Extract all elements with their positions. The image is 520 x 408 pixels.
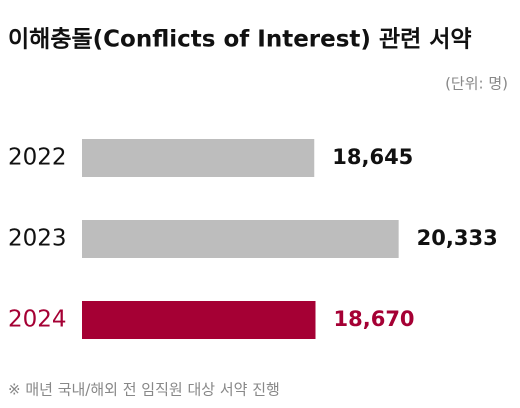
- bar: [82, 139, 315, 177]
- category-label: 2022: [8, 145, 67, 171]
- value-label: 20,333: [417, 226, 498, 250]
- category-label: 2024: [8, 307, 67, 333]
- footnote: ※ 매년 국내/해외 전 임직원 대상 서약 진행: [8, 381, 280, 399]
- bar: [82, 220, 399, 258]
- value-label: 18,670: [334, 307, 415, 331]
- unit-note: (단위: 명): [445, 75, 508, 93]
- category-label: 2023: [8, 226, 67, 252]
- chart-title: 이해충돌(Conflicts of Interest) 관련 서약: [8, 27, 472, 53]
- value-label: 18,645: [332, 145, 413, 169]
- bar: [82, 301, 316, 339]
